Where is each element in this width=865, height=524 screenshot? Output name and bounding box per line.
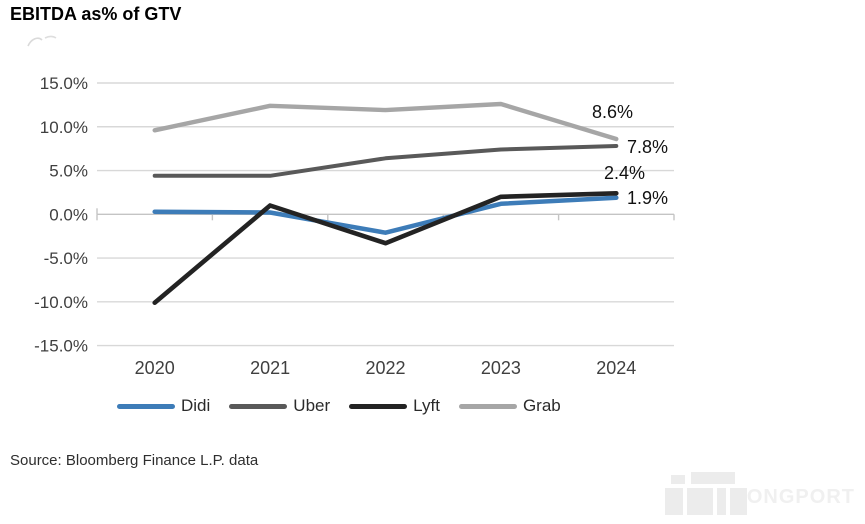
y-tick-label: 5.0% [49,162,88,181]
end-label-grab: 8.6% [592,102,633,122]
y-axis-labels: 15.0% 10.0% 5.0% 0.0% -5.0% -10.0% -15.0% [34,74,88,356]
series-line-didi [152,195,619,235]
series-line-grab [152,101,619,142]
legend-label-uber: Uber [293,396,331,415]
lyft-line-swatch [349,403,408,409]
end-label-uber: 7.8% [627,137,668,157]
series-line-lyft [152,191,619,306]
series-end-labels: 1.9% 7.8% 2.4% 8.6% [592,102,668,208]
didi-line-swatch [117,403,175,409]
x-tick-label: 2022 [365,358,405,378]
x-tick-label: 2024 [596,358,636,378]
legend-item-grab: Grab [458,396,561,416]
end-label-lyft: 2.4% [604,163,645,183]
gridlines [97,82,674,347]
legend-item-lyft: Lyft [349,396,440,416]
x-tick-label: 2021 [250,358,290,378]
longport-logo-icon [665,471,747,515]
legend-item-uber: Uber [229,396,330,416]
grab-line-swatch [458,403,517,409]
longport-watermark: LONGPORT [665,463,855,515]
y-tick-label: 10.0% [40,118,88,137]
chart-legend: Didi Uber Lyft Grab [117,396,561,416]
legend-item-didi: Didi [117,396,210,416]
legend-label-didi: Didi [181,396,211,415]
y-tick-label: -15.0% [34,337,88,356]
faint-stray-mark [27,35,57,47]
end-label-didi: 1.9% [627,188,668,208]
legend-label-lyft: Lyft [413,396,440,415]
y-tick-label: 15.0% [40,74,88,93]
x-tick-label: 2020 [135,358,175,378]
y-tick-label: -10.0% [34,293,88,312]
ebitda-line-chart: 15.0%10.0%5.0%0.0%-5.0%-10.0%-15.0%2020 2… [27,35,675,378]
longport-watermark-text: LONGPORT [733,486,855,508]
x-axis-labels: 2020 2021 2022 2023 2024 [135,358,637,378]
source-note: Source: Bloomberg Finance L.P. data [10,452,259,469]
y-tick-label: -5.0% [44,249,88,268]
uber-line-swatch [229,403,288,409]
chart-title: EBITDA as% of GTV [10,4,182,24]
x-tick-label: 2023 [481,358,521,378]
legend-label-grab: Grab [522,396,561,415]
y-tick-label: 0.0% [49,205,88,224]
series-line-uber [152,144,619,178]
